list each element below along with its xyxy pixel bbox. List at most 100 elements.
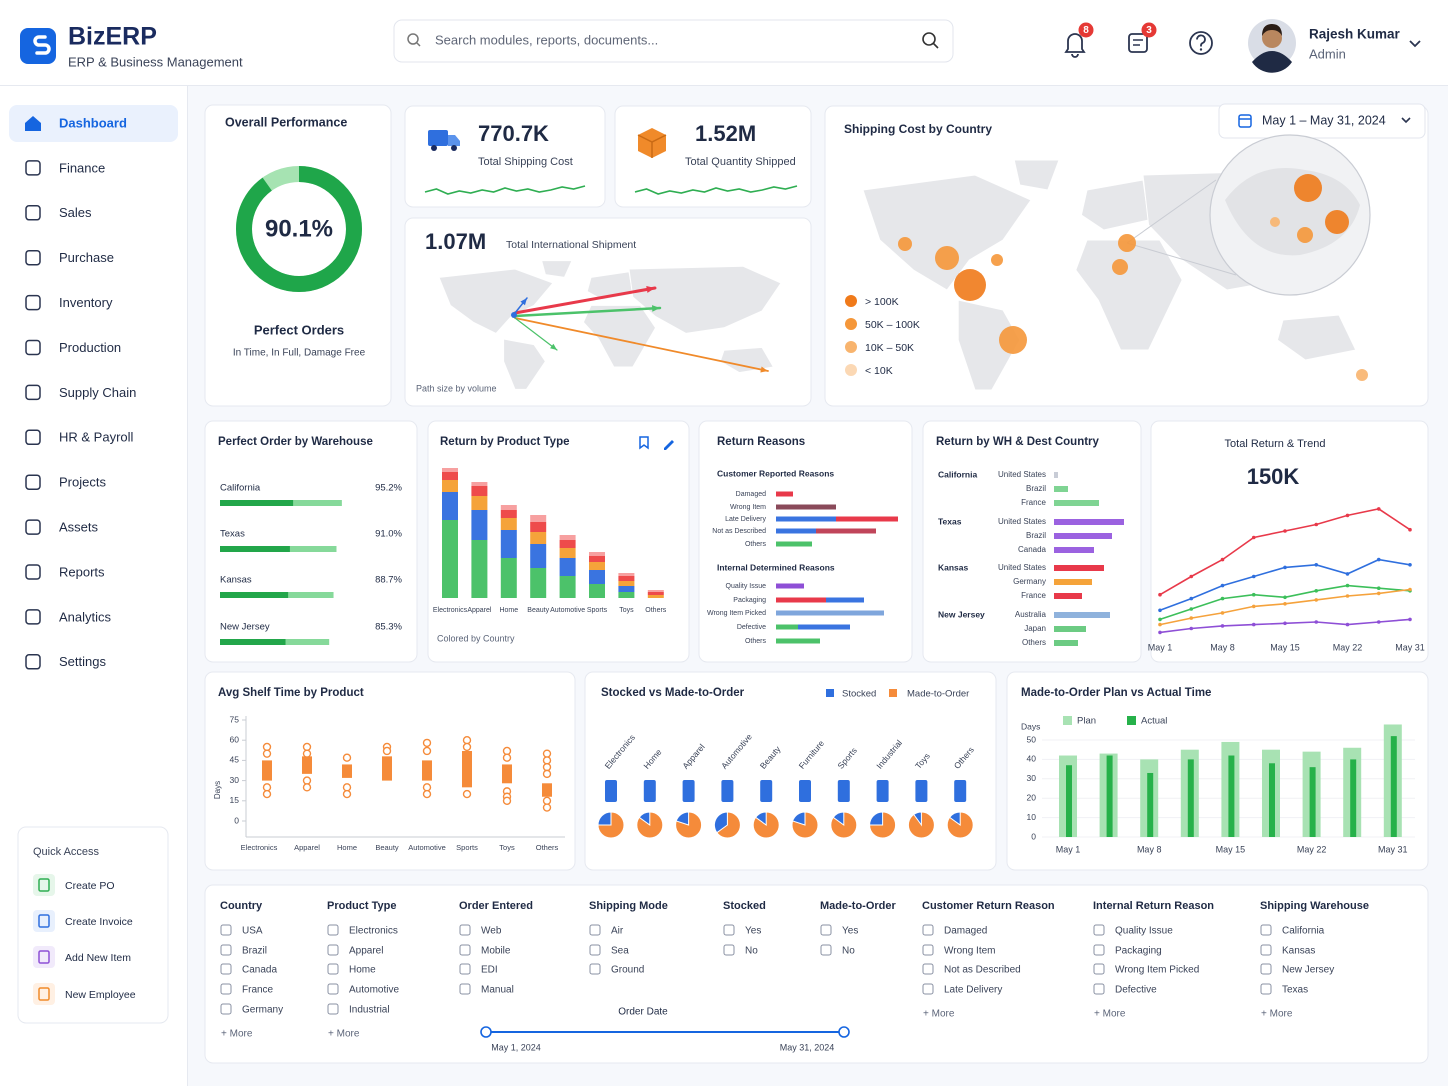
checkbox[interactable]	[1260, 963, 1272, 975]
filter-option[interactable]: Automotive	[349, 985, 399, 996]
nav-item[interactable]: Projects	[59, 475, 106, 490]
nav-item[interactable]: Finance	[59, 160, 105, 175]
filter-option[interactable]: Sea	[611, 946, 629, 957]
filter-option[interactable]: Canada	[242, 965, 277, 976]
edit-icon[interactable]	[664, 440, 674, 450]
checkbox[interactable]	[1260, 924, 1272, 936]
filter-option[interactable]: No	[745, 946, 758, 957]
checkbox[interactable]	[1093, 924, 1105, 936]
filter-option[interactable]: Apparel	[349, 946, 383, 957]
filter-option[interactable]: Damaged	[944, 926, 987, 937]
search-box[interactable]	[393, 19, 954, 63]
nav-item[interactable]: HR & Payroll	[59, 430, 134, 445]
search-button[interactable]	[922, 32, 936, 46]
filter-option[interactable]: Ground	[611, 965, 644, 976]
filter-option[interactable]: Yes	[842, 926, 858, 937]
quick-access-item[interactable]: Create PO	[65, 880, 115, 892]
filter-option[interactable]: Quality Issue	[1115, 926, 1173, 937]
checkbox[interactable]	[220, 963, 232, 975]
user-menu-chevron[interactable]	[1409, 40, 1421, 48]
date-picker[interactable]	[1218, 103, 1426, 139]
quick-access-item[interactable]: Create Invoice	[65, 916, 133, 928]
filter-option[interactable]: Wrong Item Picked	[1115, 965, 1199, 976]
checkbox[interactable]	[922, 944, 934, 956]
checkbox[interactable]	[459, 983, 471, 995]
filter-option[interactable]: Industrial	[349, 1005, 390, 1016]
filter-option[interactable]: Not as Described	[944, 965, 1021, 976]
filter-option[interactable]: Electronics	[349, 926, 398, 937]
checkbox[interactable]	[922, 924, 934, 936]
checkbox[interactable]	[723, 924, 735, 936]
filter-option[interactable]: Manual	[481, 985, 514, 996]
checkbox[interactable]	[922, 983, 934, 995]
checkbox[interactable]	[723, 944, 735, 956]
filter-option[interactable]: California	[1282, 926, 1325, 937]
nav-item[interactable]: Settings	[59, 654, 106, 669]
filter-option[interactable]: EDI	[481, 965, 498, 976]
quick-access-item[interactable]: New Employee	[65, 989, 136, 1001]
filter-option[interactable]: Defective	[1115, 985, 1157, 996]
date-slider-handle[interactable]	[838, 1026, 850, 1038]
checkbox[interactable]	[327, 924, 339, 936]
checkbox[interactable]	[327, 944, 339, 956]
filter-option[interactable]: Late Delivery	[944, 985, 1002, 996]
checkbox[interactable]	[589, 944, 601, 956]
bookmark-icon[interactable]	[639, 436, 649, 450]
filter-option[interactable]: Home	[349, 965, 376, 976]
row-label: Wrong Item Picked	[707, 610, 766, 617]
checkbox[interactable]	[459, 963, 471, 975]
filter-option[interactable]: Brazil	[242, 946, 267, 957]
filter-option[interactable]: Wrong Item	[944, 946, 996, 957]
filter-option[interactable]: Kansas	[1282, 946, 1315, 957]
bell-icon[interactable]	[1064, 33, 1086, 58]
filter-option[interactable]: Packaging	[1115, 946, 1162, 957]
date-slider-handle[interactable]	[480, 1026, 492, 1038]
filter-option[interactable]: USA	[242, 926, 263, 937]
filter-option[interactable]: Yes	[745, 926, 761, 937]
nav-item[interactable]: Sales	[59, 205, 92, 220]
quick-access-item[interactable]: Add New Item	[65, 952, 131, 964]
filter-more[interactable]: + More	[923, 1009, 955, 1020]
checkbox[interactable]	[220, 1003, 232, 1015]
filter-option[interactable]: Web	[481, 926, 502, 937]
checkbox[interactable]	[1093, 963, 1105, 975]
checkbox[interactable]	[820, 944, 832, 956]
checkbox[interactable]	[1093, 944, 1105, 956]
checkbox[interactable]	[820, 924, 832, 936]
filter-option[interactable]: No	[842, 946, 855, 957]
checkbox[interactable]	[327, 1003, 339, 1015]
messages-icon[interactable]	[1128, 33, 1148, 53]
nav-item[interactable]: Reports	[59, 564, 105, 579]
filter-option[interactable]: Mobile	[481, 946, 511, 957]
checkbox[interactable]	[589, 963, 601, 975]
nav-item[interactable]: Production	[59, 340, 121, 355]
nav-item[interactable]: Supply Chain	[59, 385, 136, 400]
filter-option[interactable]: New Jersey	[1282, 965, 1334, 976]
checkbox[interactable]	[459, 944, 471, 956]
checkbox[interactable]	[589, 924, 601, 936]
filter-option[interactable]: France	[242, 985, 274, 996]
checkbox[interactable]	[1260, 944, 1272, 956]
checkbox[interactable]	[220, 983, 232, 995]
filter-more[interactable]: + More	[1094, 1009, 1126, 1020]
checkbox[interactable]	[220, 944, 232, 956]
checkbox[interactable]	[1093, 983, 1105, 995]
nav-item[interactable]: Analytics	[59, 609, 112, 624]
filter-more[interactable]: + More	[221, 1029, 253, 1040]
nav-item[interactable]: Assets	[59, 520, 99, 535]
checkbox[interactable]	[220, 924, 232, 936]
checkbox[interactable]	[327, 963, 339, 975]
help-icon[interactable]	[1189, 31, 1213, 55]
checkbox[interactable]	[1260, 983, 1272, 995]
nav-item[interactable]: Purchase	[59, 250, 114, 265]
checkbox[interactable]	[327, 983, 339, 995]
filter-more[interactable]: + More	[1261, 1009, 1293, 1020]
filter-option[interactable]: Air	[611, 926, 624, 937]
nav-item[interactable]: Inventory	[59, 295, 113, 310]
filter-more[interactable]: + More	[328, 1029, 360, 1040]
checkbox[interactable]	[459, 924, 471, 936]
nav-item[interactable]: Dashboard	[59, 115, 127, 130]
checkbox[interactable]	[922, 963, 934, 975]
filter-option[interactable]: Texas	[1282, 985, 1308, 996]
filter-option[interactable]: Germany	[242, 1005, 283, 1016]
